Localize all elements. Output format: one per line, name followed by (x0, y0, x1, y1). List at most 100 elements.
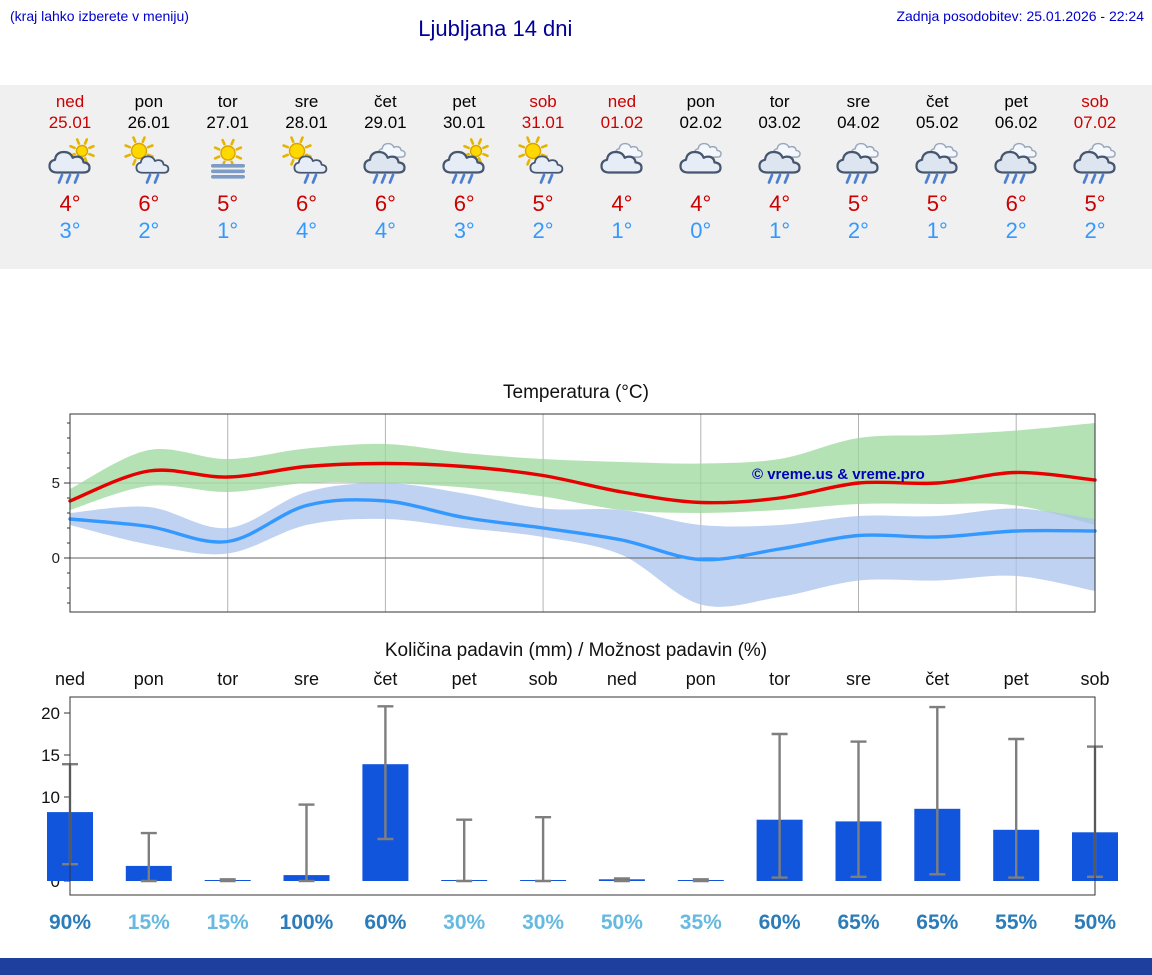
temperature-chart-title: Temperatura (°C) (503, 382, 649, 403)
high-temp: 5° (926, 191, 948, 216)
precip-y-tick-label: 15 (41, 746, 60, 765)
precip-probability: 35% (680, 911, 722, 934)
temp-band (70, 423, 1095, 525)
day-name: sre (846, 92, 871, 111)
weather-icon-cloudy (658, 136, 744, 188)
low-temp: 2° (1084, 218, 1106, 243)
precip-whisker (298, 803, 315, 883)
high-temp: 6° (138, 191, 160, 216)
day-column: sob 07.02 5° 2° (1052, 91, 1138, 244)
precip-day-label: čet (925, 669, 949, 689)
precip-y-tick-label: 0 (51, 872, 60, 891)
day-name: pet (1004, 92, 1028, 111)
day-name: pon (686, 92, 715, 111)
precip-probability: 30% (443, 911, 485, 934)
weather-icon-sun-cloud-rain (27, 136, 113, 188)
day-date: 29.01 (364, 113, 407, 132)
weather-icon-cloud-rain (737, 136, 823, 188)
low-temp: 2° (138, 218, 160, 243)
day-name: sob (1081, 92, 1109, 111)
high-temp: 4° (769, 191, 791, 216)
temperature-chart: 0 5 © vreme.us & vreme.pro (52, 413, 1097, 613)
day-column: pet 30.01 6° 3° (421, 91, 507, 244)
precip-day-label: pet (1004, 669, 1029, 689)
weather-icon-sun-cloud-lightrain (264, 136, 350, 188)
precip-probability: 15% (128, 911, 170, 934)
forecast-strip: ned 25.01 4° 3° pon 26.01 6° 2° tor 27.01 5° 1° sre 2… (0, 85, 1152, 269)
low-temp: 4° (296, 218, 318, 243)
low-temp: 1° (611, 218, 633, 243)
precip-probability: 65% (916, 911, 958, 934)
precipitation-chart-title: Količina padavin (mm) / Možnost padavin … (384, 640, 768, 661)
weather-icon-sun-cloud-lightrain (106, 136, 192, 188)
precip-day-label: čet (373, 669, 397, 689)
precip-probability: 65% (837, 911, 879, 934)
weather-icon-cloud-rain (973, 136, 1059, 188)
day-date: 01.02 (600, 113, 644, 132)
precip-probability: 90% (49, 911, 91, 934)
day-name: ned (55, 92, 85, 111)
low-temp: 1° (926, 218, 948, 243)
menu-hint: (kraj lahko izberete v meniju) (10, 8, 189, 24)
precip-day-label: sre (846, 669, 871, 689)
precip-whisker (929, 705, 946, 876)
precip-day-label: ned (607, 669, 637, 689)
precip-whisker (771, 732, 788, 879)
high-temp: 4° (611, 191, 633, 216)
precip-probability: 55% (995, 911, 1037, 934)
precip-whisker (535, 815, 552, 883)
day-name: sob (529, 92, 557, 111)
day-date: 30.01 (442, 113, 486, 132)
watermark: © vreme.us & vreme.pro (752, 466, 925, 483)
precip-day-label: sob (1080, 669, 1109, 689)
weather-icon-sun-cloud-lightrain (500, 136, 586, 188)
low-temp: 4° (374, 218, 396, 243)
precip-y-tick-label: 20 (41, 704, 60, 723)
high-temp: 5° (217, 191, 239, 216)
last-update-label: Zadnja posodobitev: 25.01.2026 - 22:24 (896, 8, 1144, 24)
weather-icon-sun-cloud-rain (421, 136, 507, 188)
weather-icon-cloud-rain (894, 136, 980, 188)
high-temp: 6° (453, 191, 475, 216)
precip-day-label: tor (217, 669, 238, 689)
day-date: 28.01 (285, 113, 328, 132)
weather-icon-cloudy (579, 136, 665, 188)
weather-icon-fog-sun (185, 136, 271, 188)
precip-y-tick-label: 10 (41, 788, 60, 807)
precip-day-label: sre (294, 669, 319, 689)
low-temp: 3° (453, 218, 475, 243)
weather-icon-cloud-rain (815, 136, 901, 188)
precip-probability: 30% (522, 911, 564, 934)
low-temp: 2° (847, 218, 869, 243)
day-column: sob 31.01 5° 2° (500, 91, 586, 244)
day-name: tor (217, 92, 238, 111)
day-column: sre 04.02 5° 2° (815, 91, 901, 244)
high-temp: 6° (296, 191, 318, 216)
precip-whisker (219, 878, 236, 883)
low-temp: 3° (59, 218, 81, 243)
precip-whisker (1008, 737, 1025, 879)
high-temp: 6° (374, 191, 396, 216)
day-column: čet 05.02 5° 1° (894, 91, 980, 244)
day-name: ned (607, 92, 637, 111)
day-name: čet (374, 92, 397, 111)
precip-day-label: ned (55, 669, 85, 689)
day-name: sre (294, 92, 319, 111)
precip-probability: 50% (1074, 911, 1116, 934)
precip-probability: 100% (280, 911, 334, 934)
temp-y-tick-label: 0 (52, 550, 60, 567)
high-temp: 5° (532, 191, 554, 216)
day-name: pon (134, 92, 164, 111)
page-title: Ljubljana 14 dni (418, 16, 573, 41)
day-date: 06.02 (994, 113, 1038, 132)
day-column: čet 29.01 6° 4° (342, 91, 428, 244)
temp-band (70, 482, 1095, 607)
day-date: 05.02 (916, 113, 959, 132)
low-temp: 2° (532, 218, 554, 243)
precip-whisker (377, 705, 394, 841)
precipitation-chart: ned pon tor sre čet pet sob ned pon tor sre čet pet s… (41, 669, 1118, 934)
precip-whisker (613, 877, 630, 883)
low-temp: 0° (690, 218, 712, 243)
day-date: 27.01 (206, 113, 249, 132)
